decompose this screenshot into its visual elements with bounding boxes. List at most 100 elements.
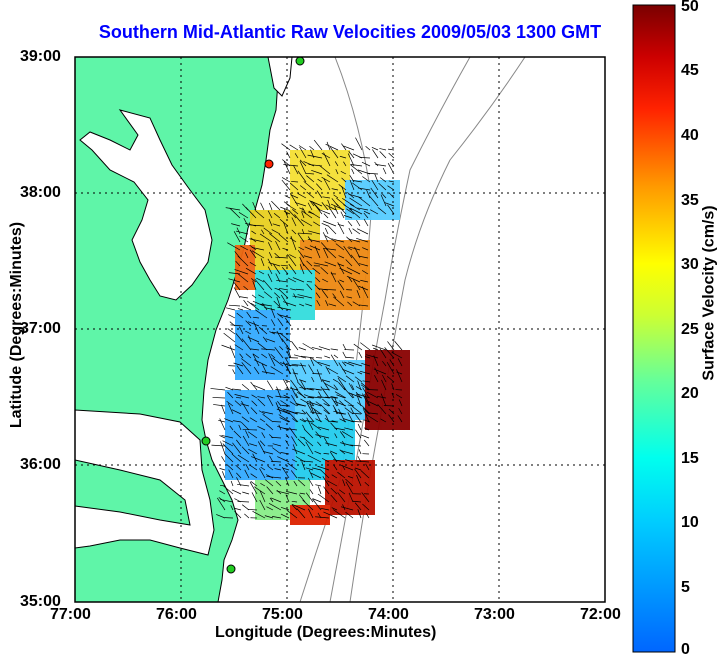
velocity-arrow <box>305 303 313 307</box>
velocity-arrow <box>283 164 299 167</box>
velocity-arrow <box>281 177 291 183</box>
velocity-arrow <box>266 476 282 479</box>
velocity-arrow <box>389 162 395 167</box>
velocity-arrow <box>277 318 284 327</box>
velocity-arrow <box>240 245 249 251</box>
velocity-arrow <box>319 165 331 175</box>
velocity-arrow <box>292 368 299 383</box>
velocity-arrow <box>273 213 281 219</box>
velocity-arrow <box>300 362 307 375</box>
velocity-arrow <box>236 472 242 479</box>
x-tick-label: 77:00 <box>50 606 91 623</box>
velocity-arrow <box>276 386 282 399</box>
velocity-arrow <box>307 202 313 211</box>
velocity-arrow <box>387 185 395 191</box>
velocity-arrow <box>275 402 282 415</box>
velocity-arrow <box>283 394 291 399</box>
velocity-arrow <box>245 330 252 335</box>
velocity-arrow <box>226 464 234 471</box>
velocity-arrow <box>229 345 236 359</box>
velocity-arrow <box>251 394 258 399</box>
velocity-arrow <box>290 379 299 391</box>
velocity-arrow <box>260 466 266 471</box>
velocity-arrow <box>366 189 371 199</box>
velocity-arrow <box>216 514 226 519</box>
velocity-arrow <box>388 408 395 415</box>
velocity-arrow <box>290 288 297 291</box>
velocity-arrow <box>265 338 276 343</box>
velocity-arrow <box>269 202 273 211</box>
velocity-arrow <box>382 167 387 175</box>
velocity-arrow <box>340 170 347 175</box>
velocity-arrow <box>306 175 315 183</box>
velocity-arrow <box>309 357 315 367</box>
velocity-arrow <box>362 247 369 251</box>
velocity-arrow <box>263 291 273 299</box>
x-tick-label: 74:00 <box>368 606 409 623</box>
velocity-arrow <box>251 247 265 251</box>
velocity-arrow <box>299 146 307 159</box>
velocity-arrow <box>282 247 289 251</box>
velocity-arrow <box>370 187 379 199</box>
velocity-arrow <box>308 210 321 219</box>
velocity-arrow <box>320 404 331 415</box>
velocity-arrow <box>317 361 331 367</box>
velocity-arrow <box>257 398 266 407</box>
velocity-arrow <box>268 503 282 511</box>
velocity-arrow <box>280 400 290 407</box>
velocity-arrow <box>253 384 266 391</box>
velocity-arrows <box>210 137 403 519</box>
velocity-arrow <box>267 395 274 399</box>
velocity-arrow <box>248 448 258 455</box>
velocity-arrow <box>397 358 403 367</box>
velocity-arrow <box>234 394 250 399</box>
colorbar-tick-label: 0 <box>681 641 690 658</box>
velocity-arrow <box>234 510 242 519</box>
velocity-arrow <box>219 484 226 487</box>
velocity-arrow <box>250 481 258 487</box>
velocity-arrow <box>281 179 291 191</box>
velocity-arrow <box>307 230 321 235</box>
velocity-arrow <box>226 400 234 407</box>
velocity-arrow <box>363 439 370 447</box>
velocity-arrow <box>323 247 329 259</box>
velocity-arrow <box>267 465 274 471</box>
velocity-arrow <box>228 278 241 283</box>
velocity-arrow <box>388 152 395 159</box>
velocity-arrow <box>338 362 347 375</box>
velocity-arrow <box>324 382 338 391</box>
colorbar <box>632 4 676 653</box>
velocity-arrow <box>311 498 322 511</box>
velocity-arrow <box>388 414 395 423</box>
colorbar-tick-label: 35 <box>681 192 699 209</box>
velocity-arrow <box>353 343 363 351</box>
velocity-arrow <box>241 446 250 455</box>
velocity-arrow <box>283 161 291 175</box>
velocity-arrow <box>357 228 369 235</box>
velocity-arrow <box>345 356 355 359</box>
velocity-arrow <box>239 353 244 359</box>
velocity-arrow <box>280 452 290 455</box>
velocity-arrow <box>269 331 276 335</box>
velocity-arrow <box>250 224 265 227</box>
velocity-arrow <box>323 178 331 191</box>
velocity-arrow <box>356 394 362 407</box>
velocity-arrow <box>322 196 331 199</box>
velocity-arrow <box>280 513 290 519</box>
velocity-arrow <box>297 479 306 487</box>
velocity-arrow <box>289 254 297 259</box>
velocity-arrow <box>325 204 337 211</box>
velocity-arrow <box>316 300 321 307</box>
velocity-arrow <box>388 192 395 199</box>
velocity-arrow <box>337 377 347 391</box>
velocity-arrow <box>284 317 292 327</box>
velocity-arrow <box>297 294 313 299</box>
velocity-arrow <box>300 219 313 227</box>
velocity-arrow <box>261 353 268 359</box>
velocity-arrow <box>287 277 297 283</box>
velocity-arrow <box>303 394 314 399</box>
velocity-arrow <box>292 418 298 423</box>
velocity-arrow <box>268 262 281 267</box>
y-axis-label: Latitude (Degrees:Minutes) <box>8 221 26 429</box>
velocity-arrow <box>360 384 370 391</box>
